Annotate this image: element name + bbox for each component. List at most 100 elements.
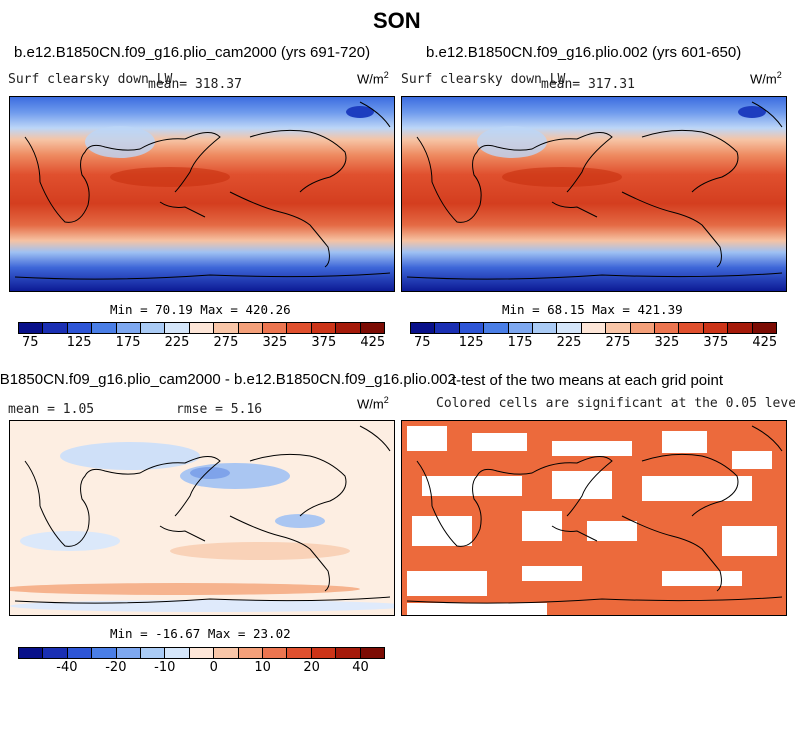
colorbar-swatch bbox=[165, 323, 190, 333]
panel3-units: W/m2 bbox=[357, 395, 389, 412]
colorbar-swatch bbox=[92, 323, 117, 333]
colorbar-swatch bbox=[43, 648, 68, 658]
colorbar-swatch bbox=[581, 323, 607, 333]
colorbar-swatch bbox=[311, 648, 337, 658]
colorbar-swatch bbox=[703, 323, 729, 333]
colorbar-swatch bbox=[116, 323, 142, 333]
colorbar-swatch bbox=[606, 323, 631, 333]
colorbar-tick-label: 225 bbox=[556, 335, 582, 350]
panel1-colorbar bbox=[18, 322, 385, 334]
panel3-colorbar bbox=[18, 647, 385, 659]
colorbar-swatch bbox=[484, 323, 509, 333]
colorbar-swatch bbox=[189, 648, 215, 658]
colorbar-tick-label: 425 bbox=[360, 335, 386, 350]
colorbar-swatch bbox=[630, 323, 656, 333]
colorbar-tick-label: 425 bbox=[752, 335, 778, 350]
colorbar-tick-label: 275 bbox=[605, 335, 631, 350]
colorbar-swatch bbox=[214, 323, 239, 333]
panel1-map bbox=[9, 96, 395, 292]
colorbar-swatch bbox=[116, 648, 142, 658]
colorbar-swatch bbox=[752, 323, 777, 333]
panel3-rmse: rmse = 5.16 bbox=[176, 402, 263, 417]
colorbar-tick-label: -10 bbox=[154, 660, 176, 675]
colorbar-tick-label: 325 bbox=[262, 335, 288, 350]
figure-title: SON bbox=[373, 8, 421, 33]
panel4-subtitle: Colored cells are significant at the 0.0… bbox=[436, 396, 795, 411]
colorbar-tick-label: 40 bbox=[352, 660, 369, 675]
panel2-map bbox=[401, 96, 787, 292]
colorbar-swatch bbox=[165, 648, 190, 658]
colorbar-swatch bbox=[263, 323, 288, 333]
colorbar-swatch bbox=[533, 323, 558, 333]
panel3-title-clip: b.e12.B1850CN.f09_g16.plio_cam2000 - b.e… bbox=[0, 370, 457, 390]
colorbar-swatch bbox=[679, 323, 704, 333]
panel2-title: b.e12.B1850CN.f09_g16.plio.002 (yrs 601-… bbox=[426, 44, 742, 61]
colorbar-swatch bbox=[336, 648, 361, 658]
colorbar-swatch bbox=[311, 323, 337, 333]
colorbar-tick-label: 125 bbox=[66, 335, 92, 350]
panel4-map bbox=[401, 420, 787, 616]
colorbar-swatch bbox=[287, 648, 312, 658]
colorbar-swatch bbox=[214, 648, 239, 658]
colorbar-swatch bbox=[411, 323, 436, 333]
colorbar-swatch bbox=[557, 323, 582, 333]
panel2-colorbar-ticks: 75 125 175 225 275 325 375 425 bbox=[410, 334, 777, 350]
panel2-minmax: Min = 68.15 Max = 421.39 bbox=[502, 302, 683, 317]
colorbar-swatch bbox=[287, 323, 312, 333]
panel3-map bbox=[9, 420, 395, 616]
panel3-map-svg bbox=[10, 421, 394, 615]
colorbar-tick-label: 325 bbox=[654, 335, 680, 350]
panel1-minmax: Min = 70.19 Max = 420.26 bbox=[110, 302, 291, 317]
panel1-subtitle: Surf clearsky down LW bbox=[8, 72, 173, 87]
colorbar-tick-label: 225 bbox=[164, 335, 190, 350]
colorbar-swatch bbox=[508, 323, 534, 333]
colorbar-swatch bbox=[43, 323, 68, 333]
panel1-mean: mean= 318.37 bbox=[148, 77, 242, 92]
colorbar-tick-label: 125 bbox=[458, 335, 484, 350]
colorbar-swatch bbox=[336, 323, 361, 333]
colorbar-swatch bbox=[141, 323, 166, 333]
colorbar-tick-label: -40 bbox=[56, 660, 78, 675]
panel1-title: b.e12.B1850CN.f09_g16.plio_cam2000 (yrs … bbox=[14, 44, 371, 61]
colorbar-tick-label: -20 bbox=[105, 660, 127, 675]
colorbar-tick-label: 10 bbox=[254, 660, 271, 675]
colorbar-swatch bbox=[263, 648, 288, 658]
colorbar-tick-label: 20 bbox=[303, 660, 320, 675]
panel2-mean: mean= 317.31 bbox=[541, 77, 635, 92]
colorbar-tick-label: 75 bbox=[21, 335, 39, 350]
colorbar-swatch bbox=[360, 648, 385, 658]
panel3-title: b.e12.B1850CN.f09_g16.plio_cam2000 - b.e… bbox=[0, 371, 456, 388]
colorbar-tick-label: 75 bbox=[413, 335, 431, 350]
colorbar-tick-label: 175 bbox=[507, 335, 533, 350]
panel3-minmax: Min = -16.67 Max = 23.02 bbox=[110, 626, 291, 641]
panel1-map-svg bbox=[10, 97, 394, 291]
colorbar-swatch bbox=[67, 323, 93, 333]
colorbar-swatch bbox=[238, 323, 264, 333]
panel2-map-svg bbox=[402, 97, 786, 291]
colorbar-swatch bbox=[19, 648, 44, 658]
colorbar-swatch bbox=[435, 323, 460, 333]
colorbar-swatch bbox=[238, 648, 264, 658]
panel1-colorbar-ticks: 75 125 175 225 275 325 375 425 bbox=[18, 334, 385, 350]
colorbar-swatch bbox=[655, 323, 680, 333]
panel2-units: W/m2 bbox=[750, 70, 782, 87]
panel1-units: W/m2 bbox=[357, 70, 389, 87]
panel3-colorbar-ticks: -40 -20 -10 0 10 20 40 bbox=[18, 659, 385, 675]
panel4-title: t-test of the two means at each grid poi… bbox=[452, 372, 723, 389]
colorbar-swatch bbox=[459, 323, 485, 333]
colorbar-tick-label: 275 bbox=[213, 335, 239, 350]
colorbar-swatch bbox=[189, 323, 215, 333]
colorbar-swatch bbox=[92, 648, 117, 658]
colorbar-tick-label: 375 bbox=[311, 335, 337, 350]
colorbar-tick-label: 175 bbox=[115, 335, 141, 350]
panel4-map-svg bbox=[402, 421, 786, 615]
colorbar-tick-label: 375 bbox=[703, 335, 729, 350]
colorbar-swatch bbox=[141, 648, 166, 658]
panel2-colorbar bbox=[410, 322, 777, 334]
panel3-mean: mean = 1.05 bbox=[8, 402, 95, 417]
colorbar-swatch bbox=[67, 648, 93, 658]
colorbar-swatch bbox=[728, 323, 753, 333]
colorbar-swatch bbox=[360, 323, 385, 333]
colorbar-swatch bbox=[19, 323, 44, 333]
colorbar-tick-label: 0 bbox=[209, 660, 218, 675]
